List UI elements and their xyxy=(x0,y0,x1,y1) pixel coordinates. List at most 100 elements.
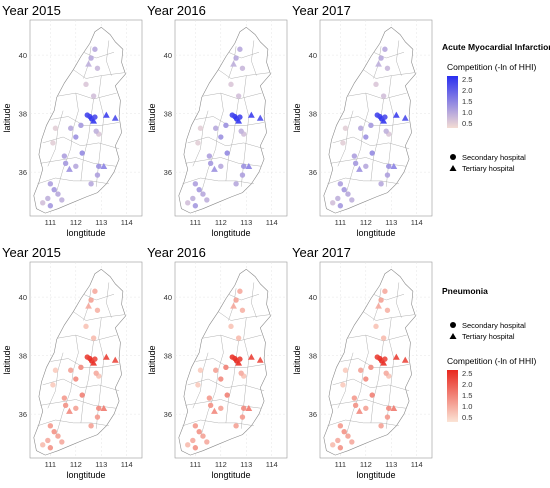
colorbar-tick: 1.0 xyxy=(462,402,472,411)
tertiary-hospital-point xyxy=(85,60,92,67)
x-tick-label: 114 xyxy=(411,460,423,469)
secondary-hospital-point xyxy=(345,433,351,439)
secondary-hospital-point xyxy=(206,153,213,159)
secondary-hospital-point xyxy=(340,140,346,146)
secondary-hospital-point xyxy=(47,181,54,187)
x-tick-label: 113 xyxy=(240,460,252,469)
tertiary-hospital-point xyxy=(390,404,398,411)
secondary-hospital-point xyxy=(200,191,206,197)
secondary-hospital-point xyxy=(228,323,234,330)
secondary-hospital-point xyxy=(382,114,388,120)
colorbar xyxy=(447,370,458,422)
y-tick-label: 36 xyxy=(164,410,172,419)
x-axis-label: longtitude xyxy=(211,470,250,480)
secondary-hospital-point xyxy=(213,125,219,131)
x-tick-label: 112 xyxy=(70,218,82,227)
secondary-hospital-point xyxy=(218,134,224,140)
secondary-hospital-point xyxy=(62,402,69,409)
county-border xyxy=(182,177,254,185)
secondary-hospital-point xyxy=(337,423,344,429)
secondary-hospital-point xyxy=(192,181,199,187)
secondary-hospital-point xyxy=(238,370,244,376)
secondary-hospital-point xyxy=(351,395,358,401)
secondary-hospital-point xyxy=(94,172,101,178)
secondary-hospital-point xyxy=(239,414,246,420)
secondary-hospital-point xyxy=(330,200,336,206)
colorbar-tick: 2.5 xyxy=(462,75,472,84)
tertiary-hospital-point xyxy=(230,302,237,309)
secondary-hospital-point xyxy=(368,364,374,371)
secondary-hospital-point xyxy=(73,134,79,140)
y-tick-label: 38 xyxy=(164,352,172,361)
x-tick-label: 112 xyxy=(215,460,227,469)
secondary-hospital-point xyxy=(200,433,206,439)
panel-title: Year 2016 xyxy=(147,245,206,260)
secondary-hospital-point xyxy=(342,125,349,131)
secondary-hospital-point xyxy=(93,128,99,134)
secondary-hospital-point xyxy=(192,423,199,429)
county-border xyxy=(57,92,117,100)
secondary-hospital-point xyxy=(384,307,391,313)
secondary-hospital-point xyxy=(369,150,375,156)
secondary-hospital-point xyxy=(369,392,375,398)
x-tick-label: 114 xyxy=(266,218,278,227)
legend-triangle-icon xyxy=(449,333,457,339)
tertiary-hospital-point xyxy=(90,117,98,124)
secondary-hospital-point xyxy=(207,160,214,167)
legend-subtitle: Pneumonia xyxy=(442,286,488,296)
county-border xyxy=(106,40,112,76)
secondary-hospital-point xyxy=(218,405,224,411)
secondary-hospital-point xyxy=(84,354,90,360)
county-border xyxy=(42,136,120,149)
secondary-hospital-point xyxy=(341,428,347,435)
secondary-hospital-point xyxy=(384,172,391,178)
x-tick-label: 111 xyxy=(335,218,346,227)
secondary-hospital-point xyxy=(204,197,210,203)
x-tick-label: 111 xyxy=(190,460,201,469)
secondary-hospital-point xyxy=(207,402,214,409)
secondary-hospital-point xyxy=(195,140,201,146)
county-border xyxy=(182,419,254,427)
y-axis-label: latitude xyxy=(2,103,12,132)
tertiary-hospital-point xyxy=(356,407,363,414)
secondary-hospital-point xyxy=(241,405,247,411)
y-axis-label: latitude xyxy=(292,103,302,132)
secondary-hospital-point xyxy=(335,195,341,202)
county-border xyxy=(80,340,94,423)
tertiary-hospital-point xyxy=(256,356,264,363)
y-tick-label: 36 xyxy=(309,168,317,177)
secondary-hospital-point xyxy=(358,125,364,131)
county-border xyxy=(228,293,260,301)
secondary-hospital-point xyxy=(52,125,59,131)
tertiary-hospital-point xyxy=(111,356,119,363)
secondary-hospital-point xyxy=(237,114,243,120)
secondary-hospital-point xyxy=(185,200,191,206)
secondary-hospital-point xyxy=(237,46,243,52)
colorbar-tick: 1.5 xyxy=(462,391,472,400)
secondary-hospital-point xyxy=(342,367,349,373)
secondary-hospital-point xyxy=(352,160,359,167)
county-border xyxy=(363,311,415,321)
tertiary-hospital-point xyxy=(230,60,237,67)
secondary-hospital-point xyxy=(238,128,244,134)
county-border xyxy=(37,419,109,427)
secondary-hospital-point xyxy=(79,150,85,156)
secondary-hospital-point xyxy=(196,186,202,193)
secondary-hospital-point xyxy=(61,395,68,401)
secondary-hospital-point xyxy=(374,354,380,360)
tertiary-hospital-point xyxy=(256,114,264,121)
secondary-hospital-point xyxy=(185,442,191,448)
x-tick-label: 112 xyxy=(215,218,227,227)
panel-title: Year 2015 xyxy=(2,245,61,260)
county-border xyxy=(363,69,415,79)
secondary-hospital-point xyxy=(59,439,65,445)
tertiary-hospital-point xyxy=(392,353,400,360)
county-border xyxy=(370,340,384,423)
colorbar-tick: 2.5 xyxy=(462,369,472,378)
panel-title: Year 2016 xyxy=(147,3,206,18)
secondary-hospital-point xyxy=(55,191,61,197)
tertiary-hospital-point xyxy=(111,114,119,121)
secondary-hospital-point xyxy=(241,163,247,169)
secondary-hospital-point xyxy=(380,93,387,99)
